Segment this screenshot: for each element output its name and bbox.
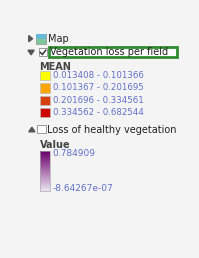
- Bar: [40, 180, 50, 181]
- Bar: [40, 151, 50, 152]
- Text: 0.013408 - 0.101366: 0.013408 - 0.101366: [53, 71, 144, 80]
- Bar: [40, 166, 50, 167]
- Bar: [40, 159, 50, 160]
- Bar: [40, 181, 50, 182]
- Bar: [40, 173, 50, 174]
- Bar: [40, 160, 50, 161]
- Bar: [40, 172, 50, 173]
- Polygon shape: [29, 127, 35, 132]
- Bar: [40, 162, 50, 163]
- Bar: [40, 171, 50, 172]
- Bar: [40, 167, 50, 168]
- Bar: [37, 125, 46, 133]
- Bar: [40, 182, 50, 183]
- Bar: [40, 83, 50, 93]
- Bar: [40, 178, 50, 179]
- Bar: [40, 154, 50, 155]
- Bar: [40, 96, 50, 105]
- Bar: [40, 160, 50, 161]
- Bar: [40, 108, 50, 117]
- Bar: [40, 163, 50, 164]
- Bar: [40, 153, 50, 154]
- Bar: [40, 152, 50, 153]
- Bar: [40, 169, 50, 170]
- Bar: [40, 189, 50, 190]
- Polygon shape: [28, 50, 34, 55]
- Text: 0.201696 - 0.334561: 0.201696 - 0.334561: [53, 96, 143, 105]
- Bar: [40, 168, 50, 169]
- Bar: [40, 164, 50, 165]
- Text: 0.101367 - 0.201695: 0.101367 - 0.201695: [53, 83, 143, 92]
- Text: 0.334562 - 0.682544: 0.334562 - 0.682544: [53, 108, 144, 117]
- Bar: [40, 151, 50, 191]
- Bar: [40, 174, 50, 175]
- Bar: [40, 184, 50, 185]
- Bar: [40, 170, 50, 171]
- Bar: [40, 152, 50, 153]
- Bar: [49, 47, 177, 57]
- Bar: [40, 155, 50, 156]
- Bar: [40, 165, 50, 166]
- Text: -8.64267e-07: -8.64267e-07: [53, 184, 113, 193]
- Text: 0.784909: 0.784909: [53, 149, 96, 158]
- Bar: [40, 183, 50, 184]
- Text: Map: Map: [48, 34, 69, 44]
- Bar: [40, 176, 50, 177]
- Bar: [39, 48, 47, 56]
- Bar: [36, 34, 46, 44]
- Text: Loss of healthy vegetation: Loss of healthy vegetation: [47, 125, 177, 134]
- Text: MEAN: MEAN: [40, 62, 71, 72]
- Polygon shape: [29, 36, 33, 42]
- Bar: [40, 158, 50, 159]
- Bar: [36, 34, 46, 39]
- Bar: [40, 190, 50, 191]
- Bar: [40, 156, 50, 157]
- Bar: [40, 168, 50, 169]
- Bar: [40, 71, 50, 80]
- Bar: [40, 179, 50, 180]
- Bar: [40, 188, 50, 189]
- Bar: [40, 161, 50, 162]
- Bar: [40, 157, 50, 158]
- Bar: [40, 187, 50, 188]
- Bar: [40, 175, 50, 176]
- Bar: [40, 186, 50, 187]
- Bar: [40, 185, 50, 186]
- Bar: [40, 177, 50, 178]
- Text: Value: Value: [40, 140, 70, 150]
- Text: Vegetation loss per field: Vegetation loss per field: [51, 47, 169, 57]
